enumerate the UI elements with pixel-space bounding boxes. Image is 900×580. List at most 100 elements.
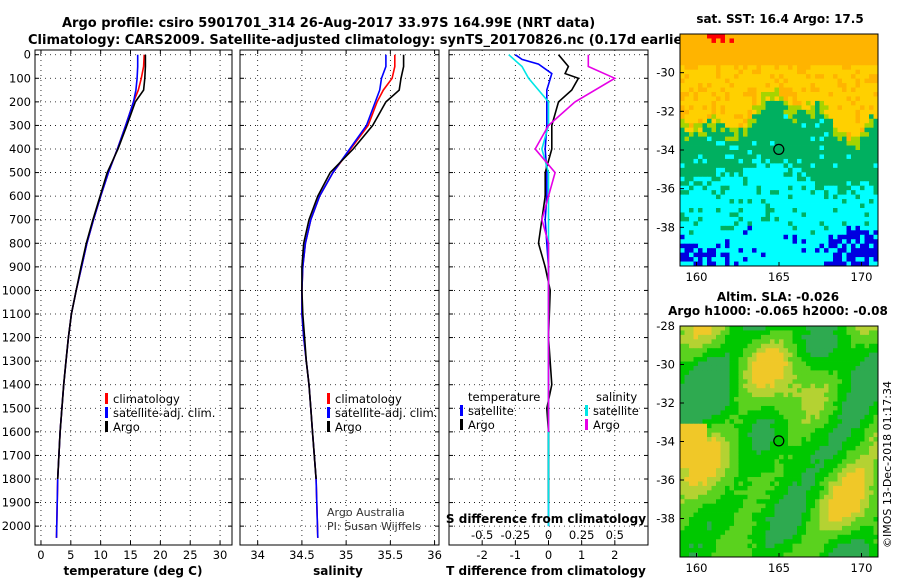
map-cell (689, 401, 694, 407)
map-cell (869, 388, 874, 394)
map-cell (846, 499, 852, 505)
map-cell (738, 221, 744, 227)
map-cell (801, 450, 807, 456)
map-cell (828, 383, 834, 389)
map-cell (819, 78, 825, 84)
map-cell (779, 419, 784, 425)
map-cell (752, 432, 757, 438)
map-cell (873, 194, 879, 200)
map-cell (770, 499, 775, 505)
map-cell (846, 405, 852, 411)
map-cell (707, 339, 712, 345)
map-cell (824, 248, 829, 254)
map-cell (806, 432, 811, 438)
map-cell (684, 423, 690, 429)
map-cell (819, 114, 825, 120)
map-cell (716, 339, 721, 345)
map-cell (707, 199, 712, 204)
map-cell (756, 512, 762, 518)
map-cell (801, 118, 807, 124)
map-cell (783, 225, 789, 231)
map-cell (702, 158, 708, 164)
map-cell (779, 230, 784, 236)
map-cell (873, 150, 879, 155)
map-cell (797, 203, 802, 209)
map-cell (765, 472, 771, 478)
map-cell (765, 87, 771, 93)
map-cell (761, 176, 766, 182)
map-cell (756, 199, 762, 204)
map-cell (729, 105, 735, 111)
map-cell (689, 145, 694, 151)
map-cell (833, 459, 838, 465)
map-cell (734, 167, 739, 173)
map-cell (707, 216, 712, 222)
map-cell (828, 172, 834, 178)
map-cell (770, 414, 775, 420)
map-cell (846, 334, 852, 340)
map-cell (842, 330, 847, 336)
map-cell (711, 239, 717, 245)
map-cell (783, 334, 789, 340)
map-cell (851, 38, 856, 44)
map-cell (806, 437, 811, 442)
map-cell (716, 136, 721, 142)
map-cell (792, 370, 798, 376)
map-cell (855, 330, 861, 336)
map-cell (837, 543, 843, 549)
map-cell (765, 450, 771, 456)
map-cell (846, 42, 852, 48)
map-cell (864, 145, 870, 151)
map-cell (707, 481, 712, 487)
map-cell (720, 127, 726, 133)
map-cell (711, 190, 717, 196)
map-cell (738, 51, 744, 57)
map-cell (689, 326, 694, 331)
map-cell (711, 248, 717, 254)
map-cell (765, 34, 771, 39)
map-cell (801, 203, 807, 209)
map-cell (702, 83, 708, 88)
map-cell (851, 176, 856, 182)
map-cell (761, 490, 766, 496)
map-cell (873, 525, 879, 531)
map-cell (842, 92, 847, 97)
map-cell (689, 92, 694, 97)
map-cell (819, 83, 825, 88)
map-cell (698, 414, 703, 420)
map-cell (752, 248, 757, 254)
map-cell (801, 348, 807, 354)
map-cell (819, 410, 825, 416)
map-cell (810, 432, 816, 438)
map-cell (797, 34, 802, 39)
map-cell (779, 248, 784, 254)
map-cell (833, 51, 838, 57)
map-cell (806, 34, 811, 39)
map-cell (711, 432, 717, 438)
map-cell (725, 185, 730, 191)
map-cell (869, 96, 874, 102)
map-cell (828, 361, 834, 367)
map-cell (743, 374, 748, 380)
map-cell (815, 172, 820, 178)
map-cell (761, 405, 766, 411)
map-cell (734, 83, 739, 88)
x-tick-label: 5 (67, 548, 74, 562)
map-cell (819, 185, 825, 191)
map-cell (810, 326, 816, 331)
map-cell (716, 38, 721, 44)
map-cell (743, 414, 748, 420)
map-cell (864, 428, 870, 434)
map-cell (725, 167, 730, 173)
map-cell (684, 485, 690, 491)
legend-swatch-s-satellite (585, 405, 588, 416)
map-cell (833, 123, 838, 129)
map-cell (873, 176, 879, 182)
map-cell (873, 87, 879, 93)
map-cell (824, 199, 829, 204)
map-cell (788, 343, 793, 349)
map-cell (864, 379, 870, 385)
map-cell (837, 145, 843, 151)
map-cell (693, 521, 699, 527)
map-cell (752, 339, 757, 345)
